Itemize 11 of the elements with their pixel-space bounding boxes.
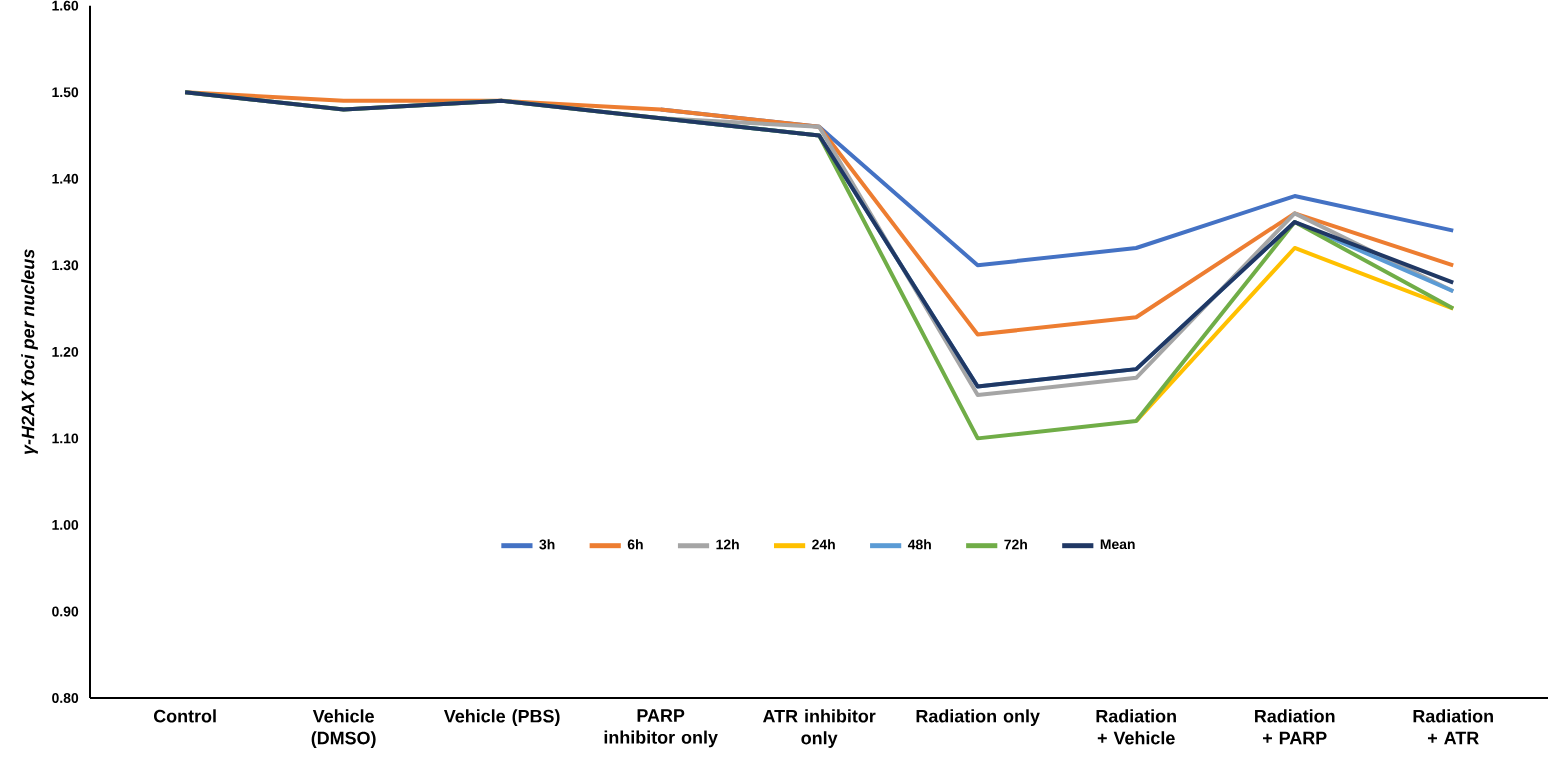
x-tick-label: PARP inhibitor only [604,709,718,748]
x-tick-label: Radiation only [916,709,1040,726]
x-tick-label: Vehicle (DMSO) [311,709,376,748]
x-tick-label: ATR inhibitor only [762,709,876,748]
y-axis-title: γ-H2AX foci per nucleus [21,249,38,455]
line-series [183,90,1456,337]
x-tick-label: Control [153,709,216,723]
x-tick-label: Vehicle (PBS) [443,709,560,726]
x-tick-label: Radiation + Vehicle [1096,709,1176,745]
x-tick-label: Radiation + ATR [1413,709,1493,745]
x-tick-label: Radiation + PARP [1255,709,1335,745]
